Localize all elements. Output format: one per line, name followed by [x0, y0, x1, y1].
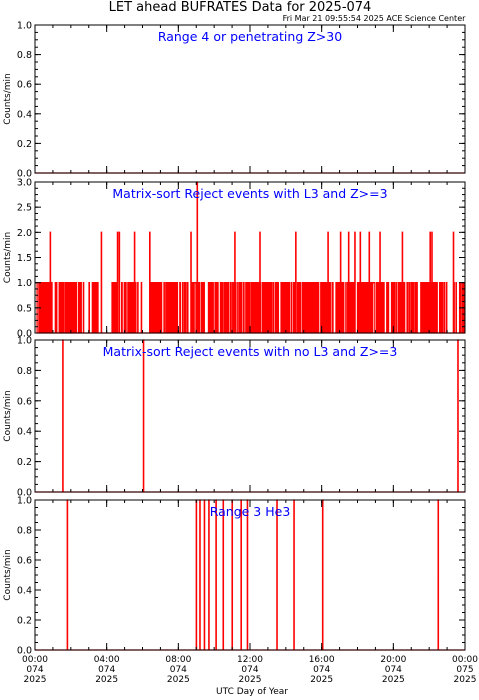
y-tick-label: 2.0 [17, 228, 32, 239]
y-tick-label: 1.5 [17, 253, 32, 264]
y-tick-label: 0.6 [17, 556, 32, 567]
x-tick-label-time: 20:00 [380, 655, 406, 665]
x-tick-label-doy: 074 [98, 665, 115, 675]
panel-frame [34, 339, 466, 493]
y-tick-label: 0.4 [17, 109, 32, 120]
x-tick-label-doy: 074 [385, 665, 402, 675]
x-tick-label-year: 2025 [24, 675, 47, 685]
panel-1: 0.0 0.2 0.4 0.6 0.8 1.0 Counts/min Range 4 or p… [3, 21, 466, 180]
panel-label: Matrix-sort Reject events with L3 and Z>… [112, 186, 387, 201]
y-tick-label: 0.2 [17, 457, 32, 468]
y-tick-label: 1.0 [17, 496, 32, 507]
x-tick-label-year: 2025 [167, 675, 190, 685]
panel-label: Matrix-sort Reject events with no L3 and… [103, 344, 398, 359]
panel-label: Range 3 He3 [210, 504, 291, 519]
y-tick-label: 0.2 [17, 139, 32, 150]
panel-frame [34, 24, 466, 174]
panel-3: 0.0 0.2 0.4 0.6 0.8 1.0 Counts/min Matrix-sort … [3, 336, 466, 499]
y-axis-label: Counts/min [3, 390, 13, 441]
y-axis-label: Counts/min [3, 549, 13, 600]
data-series-line [35, 181, 466, 334]
x-tick-label-year: 2025 [239, 675, 262, 685]
x-tick-label-time: 00:00 [452, 655, 478, 665]
figure-title: LET ahead BUFRATES Data for 2025-074 [109, 0, 372, 15]
x-axis-label: UTC Day of Year [216, 687, 288, 697]
y-tick-label: 0.2 [17, 616, 32, 627]
y-tick-label: 0.4 [17, 427, 32, 438]
x-tick-label-doy: 074 [26, 665, 43, 675]
data-series-line [35, 339, 465, 493]
y-tick-label: 0.0 [17, 169, 32, 180]
y-tick-label: 0.0 [17, 646, 32, 657]
y-tick-label: 0.8 [17, 366, 32, 377]
y-tick-label: 0.4 [17, 586, 32, 597]
x-tick-label-year: 2025 [382, 675, 405, 685]
x-tick-label-doy: 074 [313, 665, 330, 675]
x-tick-label-year: 2025 [310, 675, 333, 685]
x-tick-label-year: 2025 [95, 675, 118, 685]
panel-frame [34, 499, 466, 651]
panels: 0.0 0.2 0.4 0.6 0.8 1.0 Counts/min Range 4 or p… [3, 21, 466, 657]
y-tick-label: 0.6 [17, 80, 32, 91]
y-tick-label: 0.8 [17, 526, 32, 537]
y-tick-label: 0.6 [17, 396, 32, 407]
figure-subtitle: Fri Mar 21 09:55:54 2025 ACE Science Cen… [283, 14, 467, 23]
x-tick-label-time: 08:00 [165, 655, 191, 665]
data-series-line [35, 499, 465, 651]
x-tick-label-doy: 075 [456, 665, 473, 675]
y-tick-label: 0.8 [17, 50, 32, 61]
y-axis-label: Counts/min [3, 232, 13, 283]
x-tick-label-time: 04:00 [94, 655, 120, 665]
y-tick-label: 0.0 [17, 488, 32, 499]
y-tick-label: 0.5 [17, 303, 32, 314]
x-tick-label-doy: 074 [170, 665, 187, 675]
x-tick-label-time: 00:00 [22, 655, 48, 665]
x-tick-label-year: 2025 [454, 675, 477, 685]
y-tick-label: 1.0 [17, 336, 32, 347]
x-tick-label-doy: 074 [241, 665, 258, 675]
y-tick-label: 3.0 [17, 178, 32, 189]
y-tick-label: 0.0 [17, 329, 32, 340]
panel-label: Range 4 or penetrating Z>30 [158, 29, 342, 44]
y-tick-label: 2.5 [17, 203, 32, 214]
y-tick-label: 1.0 [17, 278, 32, 289]
panel-2: 0.0 0.5 1.0 1.5 2.0 2.5 3.0 Counts/min Matrix-so… [3, 178, 466, 340]
y-tick-label: 1.0 [17, 21, 32, 32]
x-tick-label-time: 16:00 [309, 655, 335, 665]
x-tick-label-time: 12:00 [237, 655, 263, 665]
y-axis-label: Counts/min [3, 73, 13, 124]
x-axis: 00:00074202504:00074202508:00074202512:0… [22, 655, 478, 685]
panel-4: 0.0 0.2 0.4 0.6 0.8 1.0 Counts/min Range 3 He3 [3, 496, 466, 657]
